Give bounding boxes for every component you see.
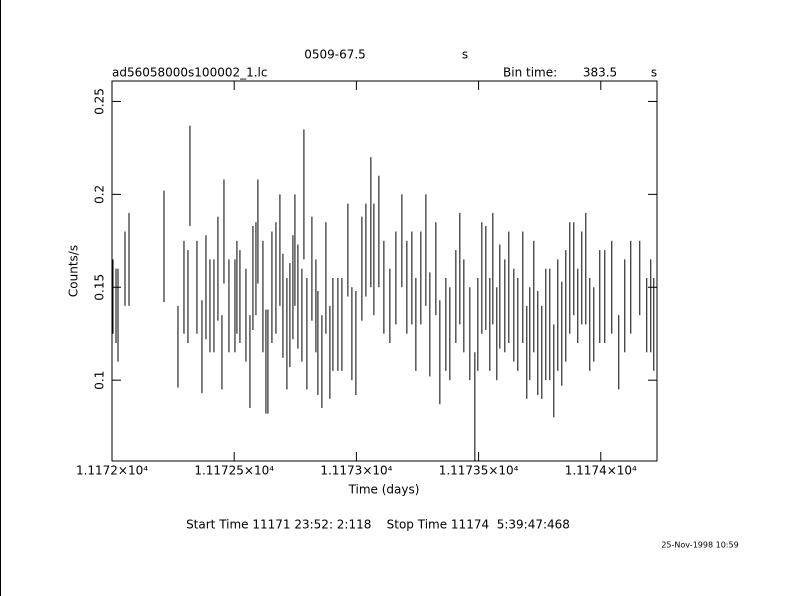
y-tick-label: 0.1 [93,371,107,390]
x-tick-label: 1.1172×10⁴ [76,464,148,478]
x-tick-label: 1.11735×10⁴ [439,464,519,478]
x-tick-label: 1.1173×10⁴ [320,464,392,478]
chart-title: 0509-67.5 [304,48,366,62]
x-tick-label: 1.1174×10⁴ [565,464,637,478]
file-name: ad56058000s100002_1.lc [112,66,268,80]
bin-time-unit: s [651,66,657,80]
date-stamp: 25-Nov-1998 10:59 [661,541,738,550]
x-tick-label: 1.11725×10⁴ [194,464,274,478]
y-tick-label: 0.15 [93,274,107,301]
y-axis-label: Counts/s [67,245,81,297]
x-axis-label: Time (days) [348,483,420,497]
plot-frame [111,80,658,462]
title-unit: s [462,48,468,62]
bin-time-label: Bin time: [503,66,557,80]
y-tick-label: 0.2 [93,185,107,204]
time-range: Start Time 11171 23:52: 2:118 Stop Time … [186,518,570,532]
y-tick-label: 0.25 [93,88,107,115]
bin-time: 383.5 [583,66,617,80]
